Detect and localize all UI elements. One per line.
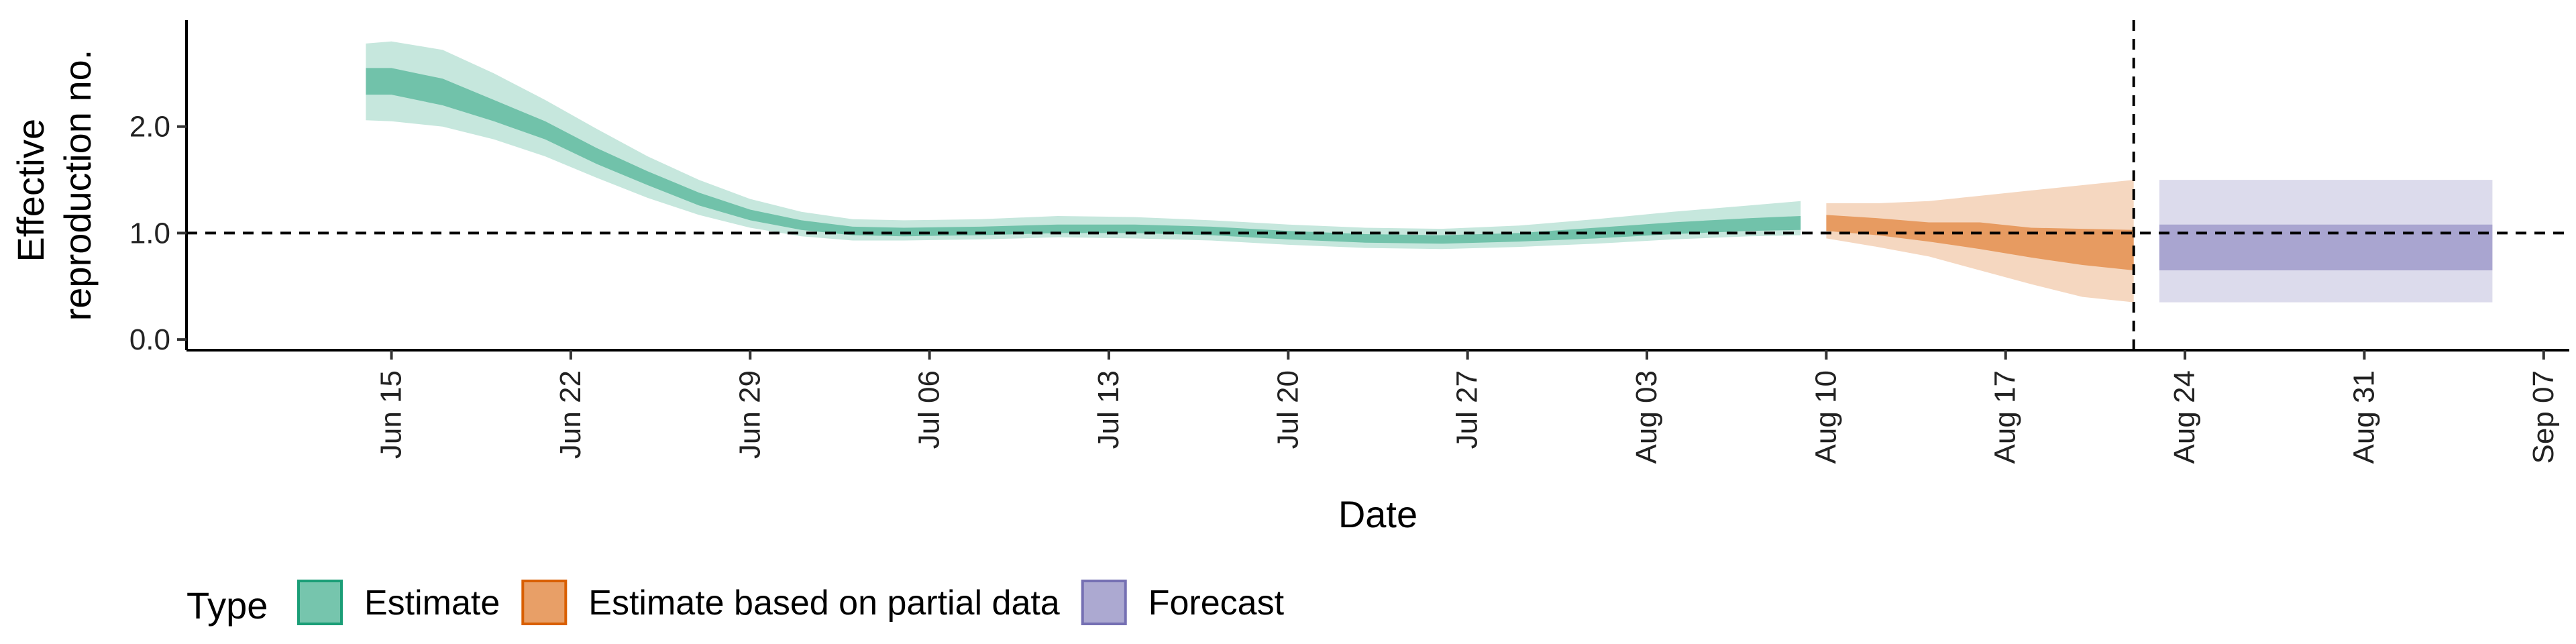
x-tick-label-0: Jun 15: [375, 370, 408, 459]
series-0-outer-band: [366, 41, 1801, 250]
x-axis-title: Date: [1338, 493, 1417, 535]
legend-label-1: Estimate based on partial data: [588, 584, 1060, 623]
y-tick-label-0: 0.0: [129, 323, 170, 356]
legend-item-0: Estimate: [297, 580, 500, 625]
y-axis-title-line-1: Effective: [9, 119, 52, 262]
legend: Type Estimate Estimate based on partial d…: [186, 580, 1285, 627]
series-0: [366, 41, 1801, 250]
y-tick-label-1: 1.0: [129, 217, 170, 250]
x-tick-label-12: Sep 07: [2527, 370, 2560, 464]
legend-key-0: [297, 580, 343, 625]
legend-label-0: Estimate: [364, 584, 500, 623]
ribbon-layer: [366, 41, 2493, 303]
x-tick-label-11: Aug 31: [2347, 370, 2380, 464]
legend-label-2: Forecast: [1148, 584, 1285, 623]
x-tick-label-8: Aug 10: [1809, 370, 1842, 464]
x-tick-label-5: Jul 20: [1271, 370, 1304, 449]
tick-labels: 0.0 1.0 2.0 Jun 15 Jun 22 Jun 29 Jul 06 Jul 13 J…: [129, 111, 2560, 464]
legend-title: Type: [186, 584, 268, 627]
x-tick-label-6: Jul 27: [1451, 370, 1484, 449]
legend-key-2: [1081, 580, 1127, 625]
y-axis-title-line-2: reproduction no.: [56, 50, 99, 321]
legend-item-1: Estimate based on partial data: [521, 580, 1060, 625]
x-tick-label-10: Aug 24: [2168, 370, 2201, 464]
series-1: [1826, 180, 2134, 303]
y-axis-title: Effective reproduction no.: [9, 50, 99, 321]
legend-item-2: Forecast: [1081, 580, 1285, 625]
series-1-inner-band: [1826, 215, 2134, 270]
x-tick-label-9: Aug 17: [1989, 370, 2022, 464]
x-tick-label-2: Jun 29: [733, 370, 766, 459]
series-2-inner-band: [2159, 224, 2493, 270]
x-tick-label-4: Jul 13: [1092, 370, 1125, 449]
series-0-inner-band: [366, 68, 1801, 244]
x-tick-label-3: Jul 06: [913, 370, 946, 449]
reference-lines: [186, 20, 2569, 350]
axis-titles: Date Effective reproduction no.: [9, 50, 1417, 535]
x-tick-label-1: Jun 22: [554, 370, 587, 459]
x-tick-label-7: Aug 03: [1630, 370, 1663, 464]
legend-key-1: [521, 580, 568, 625]
axes: [177, 20, 2569, 360]
series-2: [2159, 180, 2493, 303]
y-tick-label-2: 2.0: [129, 111, 170, 144]
